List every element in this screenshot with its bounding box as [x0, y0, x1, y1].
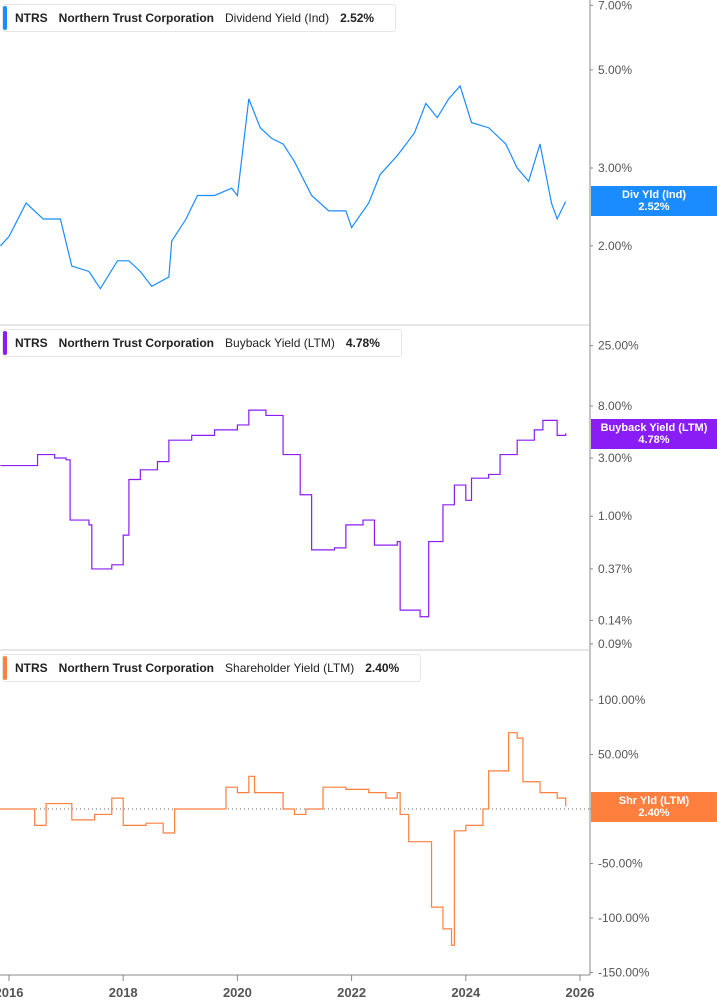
legend-value: 2.52% [340, 11, 375, 25]
y-tick-label: 2.00% [598, 239, 632, 253]
y-tick-label: 0.14% [598, 613, 632, 627]
x-tick-label: 2024 [451, 985, 481, 1000]
x-tick-label: 2026 [566, 985, 595, 1000]
legend-ticker: NTRS [15, 336, 48, 350]
y-tick-label: 7.00% [598, 0, 632, 12]
y-tick-label: 0.37% [598, 562, 632, 576]
series-color-swatch [3, 656, 7, 680]
y-tick-label: 5.00% [598, 63, 632, 77]
tag-label: Div Yld (Ind) [622, 189, 686, 201]
legend-dividend-yield: NTRS Northern Trust Corporation Dividend… [2, 4, 397, 32]
y-tick-label: -50.00% [598, 857, 643, 871]
tag-label: Shr Yld (LTM) [618, 795, 690, 807]
tag-label: Buyback Yield (LTM) [600, 422, 708, 434]
legend-ticker: NTRS [15, 661, 48, 675]
legend-company: Northern Trust Corporation [58, 11, 215, 25]
legend-buyback-yield: NTRS Northern Trust Corporation Buyback … [2, 329, 402, 357]
series-line-1 [0, 84, 567, 290]
y-tick-label: 0.09% [598, 637, 632, 651]
tag-value: 2.40% [638, 807, 670, 819]
legend-value: 4.78% [345, 336, 380, 350]
legend-ticker: NTRS [15, 11, 48, 25]
legend-value: 2.40% [365, 661, 400, 675]
series-line-2 [0, 409, 567, 618]
x-tick-label: 2018 [109, 985, 138, 1000]
price-tag-buyback-yield: Buyback Yield (LTM) 4.78% [591, 419, 717, 449]
series-line-3 [0, 732, 567, 946]
y-tick-label: 25.00% [598, 339, 639, 353]
y-tick-label: -100.00% [598, 911, 650, 925]
legend-metric: Dividend Yield (Ind) [225, 11, 330, 25]
price-tag-shareholder-yield: Shr Yld (LTM) 2.40% [591, 792, 717, 822]
tag-value: 2.52% [638, 201, 670, 213]
legend-metric: Buyback Yield (LTM) [225, 336, 335, 350]
price-tag-dividend-yield: Div Yld (Ind) 2.52% [591, 186, 717, 216]
y-tick-label: 3.00% [598, 451, 632, 465]
tag-value: 4.78% [638, 434, 670, 446]
y-tick-label: 1.00% [598, 509, 632, 523]
y-tick-label: 100.00% [598, 693, 646, 707]
legend-company: Northern Trust Corporation [58, 661, 215, 675]
x-tick-label: 2022 [337, 985, 366, 1000]
y-tick-label: 8.00% [598, 399, 632, 413]
x-tick-label: 2016 [0, 985, 23, 1000]
legend-shareholder-yield: NTRS Northern Trust Corporation Sharehol… [2, 654, 422, 682]
series-color-swatch [3, 6, 7, 30]
y-tick-label: 3.00% [598, 161, 632, 175]
legend-metric: Shareholder Yield (LTM) [225, 661, 355, 675]
y-tick-label: 50.00% [598, 748, 639, 762]
y-tick-label: -150.00% [598, 966, 650, 980]
series-color-swatch [3, 331, 7, 355]
legend-company: Northern Trust Corporation [58, 336, 215, 350]
x-tick-label: 2020 [223, 985, 252, 1000]
